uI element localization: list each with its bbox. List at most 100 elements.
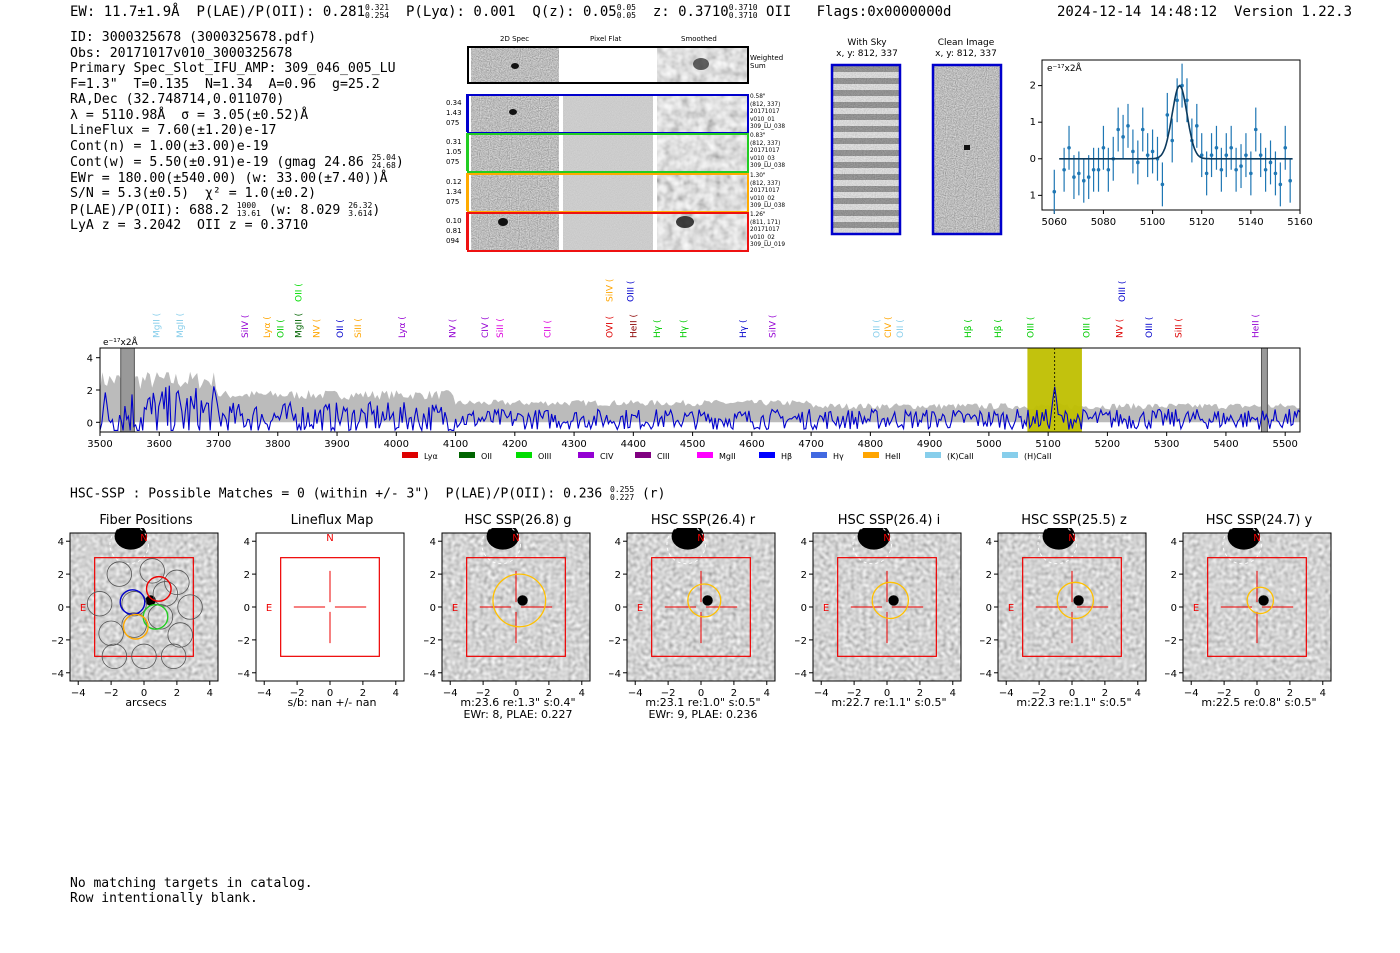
emission-line-name: Hγ ( (680, 320, 690, 338)
hsc-x-tick-label: 2 (1287, 688, 1293, 698)
target-source (145, 595, 156, 606)
fiber-stat: 0.81 (446, 227, 462, 235)
star-mask (1037, 528, 1077, 565)
hsc-caption-line: EWr: 8, PLAE: 0.227 (463, 708, 573, 721)
spectrum-x-tick-label: 4700 (798, 439, 823, 450)
east-marker: E (80, 603, 86, 614)
hsc-x-tick-label: −2 (661, 688, 676, 698)
legend-label: CIV (600, 452, 614, 461)
emission-line-name: MgII ( (152, 313, 162, 338)
zoom-data-point (1204, 171, 1209, 176)
selected-fiber (145, 575, 172, 602)
emission-line-label: CII ( (543, 320, 553, 338)
legend-swatch (1002, 452, 1018, 458)
hsc-summary: HSC-SSP : Possible Matches = 0 (within +… (70, 486, 665, 502)
spectrum-x-tick-label: 5400 (1213, 439, 1238, 450)
aperture-box (1207, 557, 1307, 657)
spectrum-x-tick-label: 4000 (384, 439, 409, 450)
info-obs: Obs: 20171017v010_3000325678 (70, 45, 293, 61)
hsc-x-tick-label: 4 (1320, 688, 1326, 698)
fiber-stat: 0.10 (446, 217, 462, 225)
fiber-circle (106, 561, 133, 587)
spectrum-x-tick-label: 4200 (502, 439, 527, 450)
legend-swatch (402, 452, 418, 458)
legend-swatch (811, 452, 827, 458)
masked-region (120, 347, 135, 433)
fiber-circle (86, 591, 113, 617)
spectrum-x-tick-label: 4400 (621, 439, 646, 450)
emission-line-name: OII ( (872, 319, 882, 338)
emission-line-label: Hγ ( (653, 320, 663, 338)
aperture-circle (687, 583, 722, 618)
hsc-x-tick-label: 2 (731, 688, 737, 698)
hsc-x-tick-label: 0 (513, 688, 519, 698)
legend-swatch (635, 452, 651, 458)
fiber-row-color-bar (466, 212, 469, 250)
emission-line-label: CIV ( (884, 317, 894, 338)
zoom-data-point (1219, 167, 1224, 172)
zoom-data-point (1106, 167, 1111, 172)
hsc-cutout-noise (627, 533, 775, 681)
info-plae-w-lo: 3.614 (348, 208, 373, 218)
lineflux-bg (255, 532, 405, 682)
fiber-circle (98, 620, 124, 646)
hsc-x-tick-label: 2 (1102, 688, 1108, 698)
zoom-data-point (1273, 171, 1278, 176)
emission-line-label: Hβ ( (964, 319, 974, 338)
legend-label: Hγ (833, 452, 844, 461)
emission-line-label: NV ( (1115, 319, 1125, 338)
emission-line-name: SiIV ( (241, 315, 251, 338)
emission-line-name: MgII ( (295, 313, 305, 338)
zoom-data-point (1258, 153, 1263, 157)
fiber-circle (101, 643, 128, 670)
aperture-box (94, 557, 194, 657)
zoom-data-point (1249, 171, 1253, 176)
header-right: 2024-12-14 14:48:12 Version 1.22.3 (1057, 4, 1352, 20)
hsc-panel-image: N E −4 −4 −2 −2 0 0 2 2 4 4 (609, 528, 776, 698)
hsc-y-tick-label: 4 (430, 537, 436, 548)
fiber-circle (131, 643, 157, 670)
hsc-summary-band: (r) (641, 486, 666, 502)
star-mask (1222, 528, 1262, 565)
zoom-data-point (1268, 160, 1273, 165)
hsc-cutout-noise (1183, 533, 1331, 681)
fiber-stat: 0.12 (446, 178, 462, 186)
zoom-x-tick-label: 5160 (1287, 217, 1312, 228)
zoom-data-point (1145, 153, 1150, 157)
emission-line-label: CIV ( (481, 317, 491, 338)
hsc-y-tick-label: 0 (430, 603, 436, 614)
hsc-panel-caption: m:22.7 re:1.1" s:0.5" (804, 697, 974, 709)
hsc-panel-caption: s/b: nan +/- nan (247, 697, 417, 709)
info-id: ID: 3000325678 (3000325678.pdf) (70, 30, 317, 45)
east-marker: E (637, 603, 643, 614)
aperture-circle (492, 573, 547, 628)
zoom-y-tick-label: −1 (1030, 190, 1036, 201)
hsc-panel-title: Lineflux Map (290, 513, 374, 528)
z-line: OII (766, 4, 792, 20)
hsc-y-tick-label: 0 (801, 603, 807, 614)
emission-line-name: OIII ( (1118, 281, 1128, 302)
hsc-x-tick-label: 2 (546, 688, 552, 698)
hsc-y-tick-label: 4 (986, 537, 992, 548)
east-marker: E (823, 603, 829, 614)
emission-line-label: OII ( (277, 319, 287, 338)
hsc-y-tick-label: 2 (986, 570, 992, 581)
fiber-circle (152, 581, 179, 607)
north-marker: N (140, 533, 147, 544)
emission-line-name: CII ( (543, 320, 553, 338)
north-marker: N (1253, 533, 1260, 544)
spectrum-y-tick-label: 0 (87, 418, 93, 429)
zoom-x-tick-label: 5080 (1091, 217, 1116, 228)
hsc-y-tick-label: 0 (244, 603, 250, 614)
hsc-x-tick-label: 4 (579, 688, 585, 698)
aperture-box (837, 557, 937, 657)
emission-line-label: OIII ( (1083, 317, 1093, 338)
info-plae: P(LAE)/P(OII): 688.2 1000 13.61 (w: 8.029… (70, 200, 381, 218)
emission-line-label: NV ( (312, 319, 322, 338)
hsc-caption-line: EWr: 9, PLAE: 0.236 (648, 708, 758, 721)
qz-value: Q(z): 0.05 (532, 4, 617, 20)
qz-hi: 0.05 (616, 3, 636, 12)
plae-lo: 0.254 (365, 11, 390, 20)
fiber-meta: 20171017 (750, 109, 780, 115)
spectrum-y-tick-label: 2 (87, 386, 93, 397)
